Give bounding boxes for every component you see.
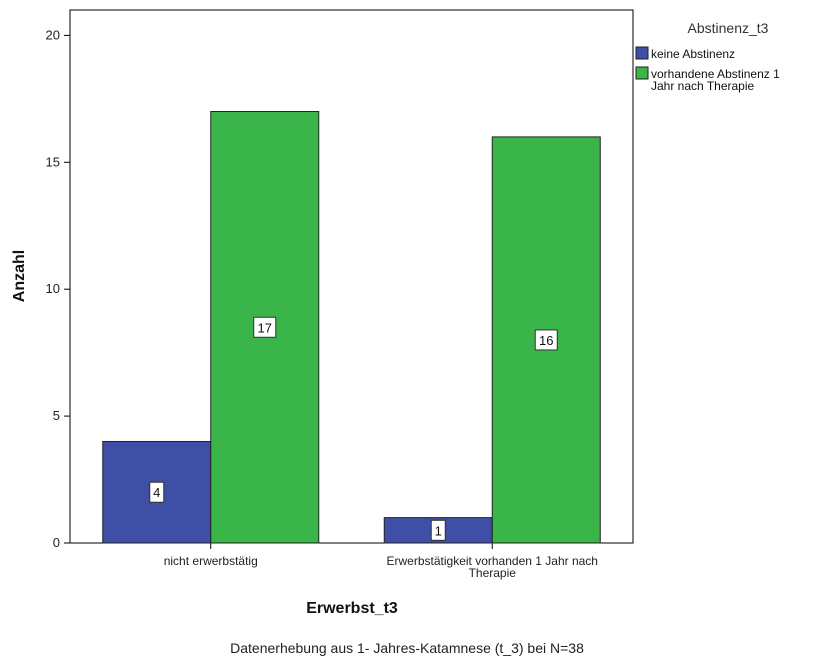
y-tick-label: 5 (53, 408, 60, 423)
chart-marks: 0 5 10 15 20 nicht erwerbstätig 4 17 Erwerbstäti… (46, 27, 601, 580)
data-label: 4 (153, 485, 160, 500)
data-label-box (253, 316, 277, 338)
data-label: 1 (435, 523, 442, 538)
legend-label: vorhandene Abstinenz 1 (651, 67, 780, 81)
data-label: 17 (258, 320, 272, 335)
y-tick-label: 20 (46, 27, 60, 42)
data-label: 16 (539, 333, 553, 348)
legend: keine Abstinenz vorhandene Abstinenz 1Jah… (635, 46, 780, 93)
data-label-box (534, 329, 558, 351)
data-label-box (149, 481, 165, 503)
y-tick-label: 15 (46, 154, 60, 169)
legend-label: Jahr nach Therapie (651, 79, 755, 93)
y-tick-label: 10 (46, 281, 60, 296)
plot-frame (69, 9, 634, 544)
legend-swatch (635, 46, 649, 60)
footnote: Datenerhebung aus 1- Jahres-Katamnese (t… (230, 640, 584, 656)
legend-label: keine Abstinenz (651, 47, 735, 61)
x-category-label: Therapie (469, 566, 517, 580)
x-category-label: Erwerbstätigkeit vorhanden 1 Jahr nach (387, 554, 598, 568)
y-tick-label: 0 (53, 535, 60, 550)
y-axis-title: Anzahl (11, 250, 28, 302)
data-label-box (430, 519, 446, 541)
x-category-label: nicht erwerbstätig (164, 554, 258, 568)
x-axis-title: Erwerbst_t3 (306, 600, 398, 617)
legend-swatch (635, 66, 649, 80)
legend-title: Abstinenz_t3 (688, 20, 769, 36)
